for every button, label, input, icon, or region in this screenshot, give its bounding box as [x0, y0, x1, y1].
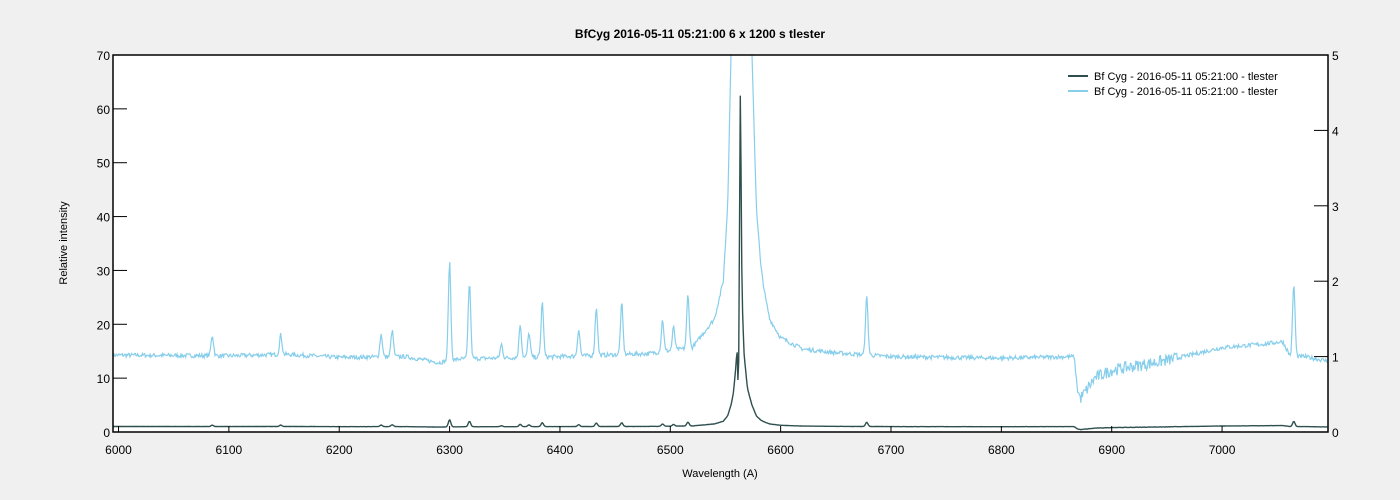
x-tick-label: 6300	[436, 443, 463, 457]
y-left-tick-label: 10	[97, 372, 111, 386]
series-line-light	[113, 55, 1328, 403]
y-left-tick-label: 30	[97, 264, 111, 278]
legend: Bf Cyg - 2016-05-11 05:21:00 - tlester B…	[1068, 71, 1278, 98]
y-right-tick-label: 2	[1332, 275, 1339, 289]
legend-label-dark: Bf Cyg - 2016-05-11 05:21:00 - tlester	[1094, 71, 1278, 83]
y-right-tick-label: 1	[1332, 351, 1339, 365]
legend-label-light: Bf Cyg - 2016-05-11 05:21:00 - tlester	[1094, 86, 1278, 98]
x-tick-label: 6000	[105, 443, 132, 457]
y-right-tick-label: 3	[1332, 200, 1339, 214]
x-tick-label: 6900	[1098, 443, 1125, 457]
y-left-tick-label: 40	[97, 211, 111, 225]
y-left-tick-label: 70	[97, 49, 111, 63]
x-tick-label: 6700	[878, 443, 905, 457]
y-left-tick-label: 60	[97, 103, 111, 117]
y-axis-title: Relative intensity	[58, 201, 70, 285]
series-line-dark	[113, 95, 1328, 431]
x-tick-label: 6800	[988, 443, 1015, 457]
plot-area	[113, 55, 1328, 432]
x-tick-label: 6400	[547, 443, 574, 457]
y-left-tick-label: 20	[97, 318, 111, 332]
chart-title: BfCyg 2016-05-11 05:21:00 6 x 1200 s tle…	[575, 27, 825, 41]
x-axis-title: Wavelength (A)	[682, 468, 757, 480]
y-right-tick-label: 5	[1332, 49, 1339, 63]
x-tick-label: 6500	[657, 443, 684, 457]
x-tick-label: 6200	[326, 443, 353, 457]
plot-frame	[112, 54, 1329, 433]
y-right-tick-label: 0	[1332, 426, 1339, 440]
y-right-tick-label: 4	[1332, 124, 1339, 138]
y-left-tick-label: 50	[97, 157, 111, 171]
y-left-tick-label: 0	[103, 426, 110, 440]
x-tick-label: 6100	[216, 443, 243, 457]
x-tick-label: 6600	[767, 443, 794, 457]
x-tick-label: 7000	[1209, 443, 1236, 457]
